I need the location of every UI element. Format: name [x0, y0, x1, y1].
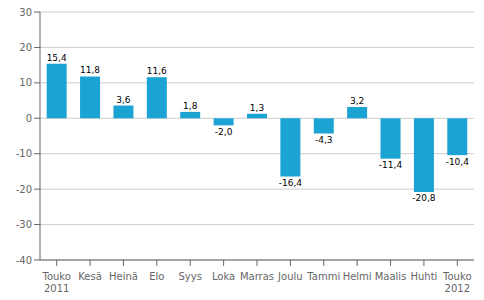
- svg-text:11,6: 11,6: [147, 66, 167, 76]
- svg-text:Heinä: Heinä: [109, 271, 138, 282]
- svg-text:11,8: 11,8: [80, 65, 100, 75]
- svg-text:Elo: Elo: [149, 271, 164, 282]
- svg-text:-20: -20: [16, 184, 32, 195]
- svg-text:Huhti: Huhti: [410, 271, 437, 282]
- svg-text:-16,4: -16,4: [279, 178, 303, 188]
- svg-text:3,2: 3,2: [350, 96, 364, 106]
- svg-text:10: 10: [19, 77, 32, 88]
- svg-text:15,4: 15,4: [47, 53, 67, 63]
- svg-text:-4,3: -4,3: [315, 135, 333, 145]
- svg-text:0: 0: [26, 113, 32, 124]
- svg-text:Helmi: Helmi: [343, 271, 372, 282]
- svg-text:30: 30: [19, 7, 32, 18]
- svg-text:-11,4: -11,4: [379, 160, 403, 170]
- svg-text:Loka: Loka: [212, 271, 235, 282]
- svg-text:Touko2012: Touko2012: [442, 271, 471, 294]
- svg-text:1,3: 1,3: [250, 103, 264, 113]
- svg-text:Kesä: Kesä: [78, 271, 102, 282]
- svg-text:-30: -30: [16, 219, 32, 230]
- svg-text:Marras: Marras: [240, 271, 274, 282]
- svg-text:-10,4: -10,4: [446, 157, 470, 167]
- svg-text:20: 20: [19, 42, 32, 53]
- svg-text:-20,8: -20,8: [412, 193, 436, 203]
- svg-text:Joulu: Joulu: [277, 271, 303, 282]
- svg-text:Syys: Syys: [179, 271, 202, 282]
- svg-text:Touko2011: Touko2011: [41, 271, 70, 294]
- svg-text:-10: -10: [16, 148, 32, 159]
- svg-text:Maalis: Maalis: [375, 271, 407, 282]
- svg-text:1,8: 1,8: [183, 101, 198, 111]
- svg-text:-40: -40: [16, 255, 32, 266]
- svg-text:Tammi: Tammi: [306, 271, 340, 282]
- svg-text:-2,0: -2,0: [215, 127, 233, 137]
- svg-text:3,6: 3,6: [116, 95, 131, 105]
